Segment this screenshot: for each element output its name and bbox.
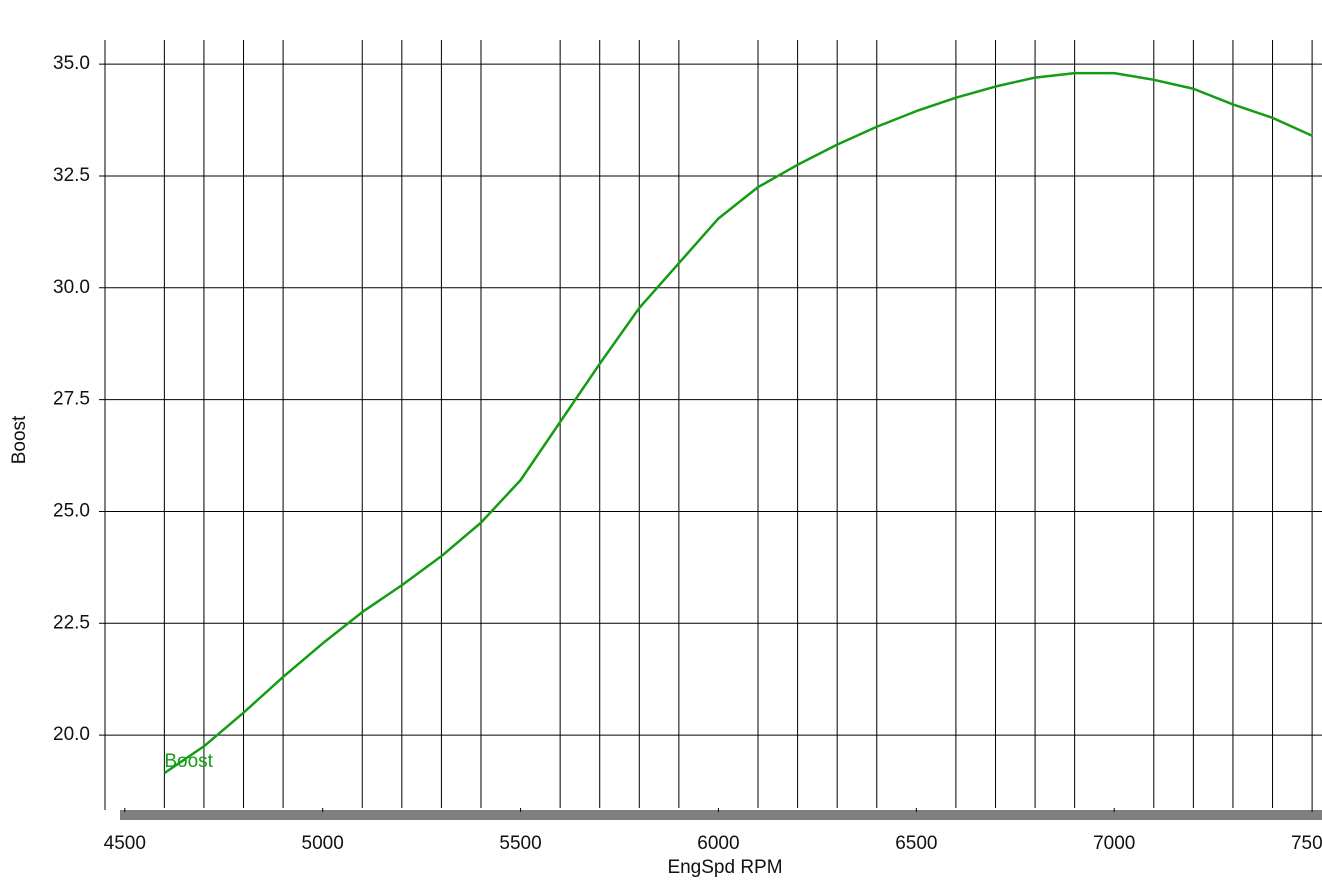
x-tick-label: 4500 (104, 833, 146, 854)
y-tick-label: 20.0 (53, 724, 90, 745)
y-tick-label: 27.5 (53, 389, 90, 410)
y-axis-title: Boost (9, 415, 30, 464)
x-tick-label: 6500 (895, 833, 937, 854)
y-tick-label: 22.5 (53, 612, 90, 633)
y-tick-label: 32.5 (53, 165, 90, 186)
scroll-bar (120, 810, 1322, 820)
x-tick-label: 7500 (1291, 833, 1322, 854)
x-tick-label: 6000 (697, 833, 739, 854)
x-tick-label: 5500 (499, 833, 541, 854)
y-tick-label: 30.0 (53, 277, 90, 298)
series-label: Boost (164, 751, 213, 772)
y-tick-label: 25.0 (53, 500, 90, 521)
y-tick-label: 35.0 (53, 53, 90, 74)
x-tick-label: 5000 (302, 833, 344, 854)
x-axis-title: EngSpd RPM (667, 857, 782, 878)
line (163, 71, 1313, 775)
x-tick-label: 7000 (1093, 833, 1135, 854)
